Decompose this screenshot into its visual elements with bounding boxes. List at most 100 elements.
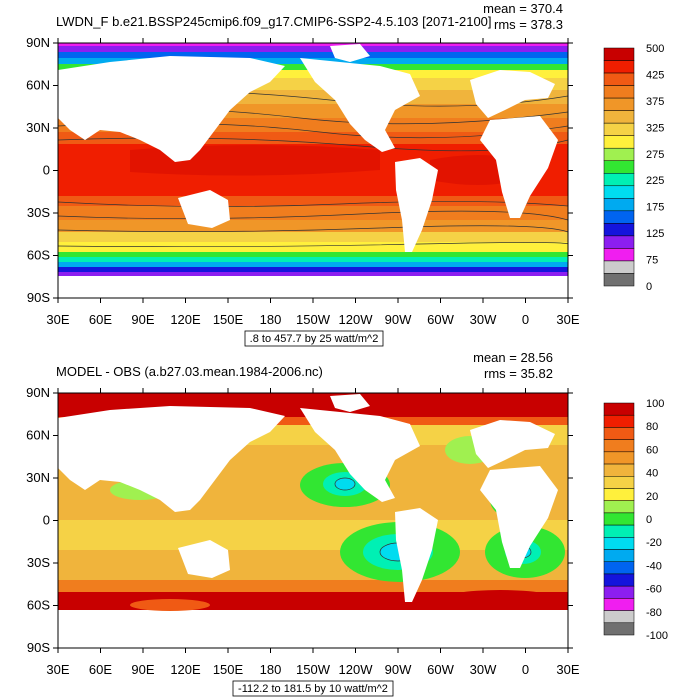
- lon-tick-label: 0: [522, 662, 529, 677]
- colorbar-label: -100: [646, 630, 668, 642]
- top-panel: LWDN_F b.e21.BSSP245cmip6.f09_g17.CMIP6-…: [26, 1, 664, 347]
- colorbar-swatch: [603, 110, 635, 124]
- top-lon-axis: 30E 60E 90E 120E 150E 180 150W 120W 90W 60W 30W 0 30…: [46, 38, 580, 327]
- lon-tick-label: 0: [522, 312, 529, 327]
- lat-tick-label: 90N: [26, 385, 50, 400]
- colorbar-swatch: [603, 512, 635, 526]
- colorbar-swatch: [603, 476, 635, 489]
- colorbar-swatch: [603, 122, 635, 136]
- top-range-label: .8 to 457.7 by 25 watt/m^2: [250, 333, 379, 345]
- colorbar-swatch: [603, 610, 635, 624]
- colorbar-label: 0: [646, 281, 652, 293]
- colorbar-swatch: [603, 97, 635, 111]
- top-rms: rms = 378.3: [494, 17, 563, 32]
- colorbar-swatch: [603, 47, 635, 61]
- top-mean: mean = 370.4: [483, 1, 563, 16]
- colorbar-swatch: [603, 573, 635, 587]
- lon-tick-label: 120E: [170, 662, 201, 677]
- lon-tick-label: 30W: [470, 312, 497, 327]
- lat-tick-label: 60S: [27, 248, 50, 263]
- top-colorbar: 500 425 375 325 275 225 175 125 75 0: [603, 43, 664, 293]
- bottom-rms: rms = 35.82: [484, 366, 553, 381]
- lat-tick-label: 30N: [26, 470, 50, 485]
- colorbar-swatch: [603, 72, 635, 86]
- colorbar-swatch: [603, 223, 635, 237]
- colorbar-swatch: [603, 273, 635, 287]
- colorbar-label: 100: [646, 398, 664, 410]
- colorbar-label: 375: [646, 96, 664, 108]
- bottom-title: MODEL - OBS (a.b27.03.mean.1984-2006.nc): [56, 364, 323, 379]
- top-title: LWDN_F b.e21.BSSP245cmip6.f09_g17.CMIP6-…: [56, 14, 492, 29]
- lat-tick-label: 90S: [27, 640, 50, 655]
- lon-tick-label: 30E: [556, 312, 579, 327]
- colorbar-swatch: [603, 488, 635, 501]
- lon-tick-label: 150E: [213, 662, 244, 677]
- colorbar-swatch: [603, 210, 635, 224]
- colorbar-swatch: [603, 235, 635, 249]
- bottom-range-box: [232, 680, 394, 697]
- lat-tick-label: 60N: [26, 428, 50, 443]
- lon-tick-label: 120W: [339, 662, 374, 677]
- lon-tick-label: 150E: [213, 312, 244, 327]
- lat-tick-label: 30S: [27, 205, 50, 220]
- lon-tick-label: 30W: [470, 662, 497, 677]
- colorbar-label: -60: [646, 584, 662, 596]
- lon-tick-label: 60E: [89, 662, 112, 677]
- lat-tick-label: 60S: [27, 598, 50, 613]
- colorbar-swatch: [603, 160, 635, 174]
- colorbar-swatch: [603, 414, 635, 428]
- colorbar-swatch: [603, 185, 635, 199]
- colorbar-swatch: [603, 585, 635, 599]
- bottom-lat-axis: 90N 60N 30N 0 30S 60S 90S: [26, 385, 573, 655]
- lon-tick-label: 30E: [556, 662, 579, 677]
- colorbar-label: 425: [646, 69, 664, 81]
- colorbar-swatch: [603, 248, 635, 262]
- lon-tick-label: 60E: [89, 312, 112, 327]
- colorbar-label: 125: [646, 228, 664, 240]
- lat-tick-label: 90S: [27, 290, 50, 305]
- colorbar-label: -80: [646, 607, 662, 619]
- colorbar-label: 275: [646, 149, 664, 161]
- colorbar-label: -40: [646, 560, 662, 572]
- lon-tick-label: 30E: [46, 662, 69, 677]
- bottom-map-field: [58, 393, 568, 648]
- colorbar-swatch: [603, 463, 635, 477]
- colorbar-swatch: [603, 537, 635, 550]
- bottom-lon-axis: 30E 60E 90E 120E 150E 180 150W 120W 90W 60W 30W 0 30…: [46, 388, 580, 677]
- lat-tick-label: 30N: [26, 120, 50, 135]
- colorbar-label: 75: [646, 255, 658, 267]
- lon-tick-label: 60W: [427, 312, 454, 327]
- bottom-panel: MODEL - OBS (a.b27.03.mean.1984-2006.nc)…: [26, 350, 668, 697]
- lon-tick-label: 150W: [296, 312, 331, 327]
- colorbar-label: 175: [646, 202, 664, 214]
- colorbar-swatch: [603, 451, 635, 465]
- lat-tick-label: 90N: [26, 35, 50, 50]
- colorbar-swatch: [603, 198, 635, 212]
- lat-tick-label: 0: [43, 163, 50, 178]
- lon-tick-label: 120W: [339, 312, 374, 327]
- bottom-range-label: -112.2 to 181.5 by 10 watt/m^2: [238, 683, 388, 695]
- lon-tick-label: 90W: [385, 662, 412, 677]
- bottom-mean: mean = 28.56: [473, 350, 553, 365]
- lon-tick-label: 180: [260, 662, 282, 677]
- bottom-colorbar: 100 80 60 40 20 0 -20 -40 -60 -80 -100: [603, 398, 668, 642]
- lat-tick-label: 60N: [26, 78, 50, 93]
- colorbar-label: -20: [646, 537, 662, 549]
- colorbar-swatch: [603, 439, 635, 453]
- colorbar-swatch: [603, 60, 635, 74]
- lon-tick-label: 180: [260, 312, 282, 327]
- colorbar-swatch: [603, 598, 635, 611]
- colorbar-swatch: [603, 85, 635, 99]
- colorbar-label: 0: [646, 514, 652, 526]
- lon-tick-label: 30E: [46, 312, 69, 327]
- top-range-box: [244, 330, 384, 347]
- lon-tick-label: 150W: [296, 662, 331, 677]
- colorbar-label: 60: [646, 444, 658, 456]
- colorbar-swatch: [603, 260, 635, 274]
- colorbar-swatch: [603, 561, 635, 575]
- colorbar-label: 325: [646, 122, 664, 134]
- lon-tick-label: 60W: [427, 662, 454, 677]
- colorbar-swatch: [603, 622, 635, 636]
- colorbar-swatch: [603, 402, 635, 416]
